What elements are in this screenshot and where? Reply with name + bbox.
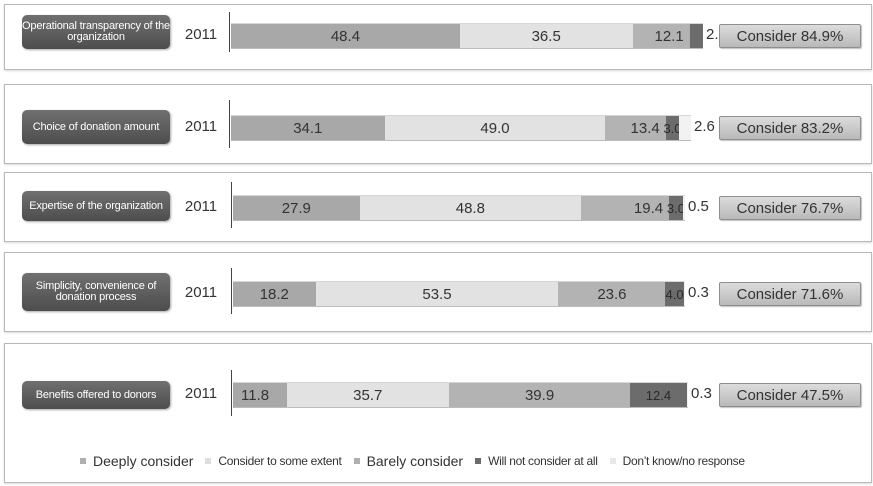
data-label: 0.5 bbox=[688, 198, 709, 215]
legend-swatch bbox=[205, 458, 212, 464]
stacked-bar: 27.9 48.8 19.4 3.0 bbox=[233, 195, 685, 221]
consider-total-badge: Consider 76.7% bbox=[719, 196, 861, 220]
stacked-bar: 11.8 35.7 39.9 12.4 bbox=[233, 382, 688, 408]
segment-consider-somewhat: 49.0 bbox=[384, 116, 606, 140]
legend-swatch bbox=[353, 458, 360, 464]
segment-deeply-consider: 34.1 bbox=[231, 116, 385, 140]
segment-will-not-consider: 3.0 bbox=[666, 196, 685, 220]
consider-total-badge: Consider 83.2% bbox=[719, 116, 861, 140]
segment-barely-consider: 13.4 bbox=[605, 116, 666, 140]
consider-total-badge: Consider 47.5% bbox=[719, 383, 861, 407]
data-label: 12.1 bbox=[654, 27, 684, 45]
legend-consider-somewhat: Consider to some extent bbox=[205, 454, 342, 468]
segment-deeply-consider: 18.2 bbox=[233, 282, 316, 306]
segment-dont-know bbox=[686, 383, 688, 407]
data-label: 0.3 bbox=[688, 284, 709, 301]
legend-dont-know: Don’t know/no response bbox=[609, 454, 745, 468]
data-label: 23.6 bbox=[597, 285, 627, 303]
legend-label: Deeply consider bbox=[93, 453, 194, 469]
data-label: 48.8 bbox=[455, 199, 485, 217]
row-category-label: Simplicity, convenience of donation proc… bbox=[22, 273, 170, 311]
segment-barely-consider: 12.1 bbox=[632, 24, 690, 48]
chart-legend: Deeply consider Consider to some extent Ba… bbox=[80, 450, 745, 472]
stacked-bar: 48.4 36.5 12.1 bbox=[231, 23, 703, 49]
legend-swatch bbox=[475, 458, 482, 464]
segment-will-not-consider: 3.0 bbox=[663, 116, 682, 140]
data-label: 3.0 bbox=[663, 120, 682, 136]
row-year-label: 2011 bbox=[184, 198, 218, 215]
row-category-label: Choice of donation amount bbox=[22, 110, 170, 144]
segment-will-not-consider: 12.4 bbox=[630, 383, 687, 407]
row-year-label: 2011 bbox=[184, 385, 218, 402]
row-year-label: 2011 bbox=[184, 118, 218, 135]
data-label: 0.3 bbox=[691, 385, 712, 402]
segment-will-not-consider: 4.0 bbox=[665, 282, 684, 306]
segment-dont-know bbox=[682, 196, 685, 220]
chart-row-panel bbox=[4, 343, 872, 483]
row-year-label: 2011 bbox=[184, 26, 218, 43]
stacked-bar: 34.1 49.0 13.4 3.0 bbox=[231, 115, 691, 141]
row-category-label: Benefits offered to donors bbox=[22, 381, 170, 409]
row-axis-line bbox=[229, 12, 230, 52]
data-label: 53.5 bbox=[422, 285, 452, 303]
data-label: 3.0 bbox=[666, 200, 685, 216]
segment-will-not-consider bbox=[689, 24, 703, 48]
data-label: 27.9 bbox=[281, 199, 311, 217]
segment-deeply-consider: 11.8 bbox=[233, 383, 287, 407]
row-axis-line bbox=[231, 182, 232, 228]
segment-deeply-consider: 48.4 bbox=[231, 24, 460, 48]
segment-dont-know bbox=[679, 116, 691, 140]
data-label: 34.1 bbox=[293, 119, 323, 137]
legend-swatch bbox=[80, 458, 86, 464]
row-year-label: 2011 bbox=[184, 284, 218, 301]
legend-label: Consider to some extent bbox=[218, 454, 342, 468]
segment-barely-consider: 39.9 bbox=[448, 383, 631, 407]
legend-will-not-consider: Will not consider at all bbox=[475, 454, 598, 468]
data-label: 48.4 bbox=[330, 27, 361, 45]
data-label: 49.0 bbox=[480, 119, 510, 137]
segment-dont-know bbox=[683, 282, 685, 306]
legend-barely-consider: Barely consider bbox=[353, 453, 464, 469]
data-label: 19.4 bbox=[633, 199, 664, 217]
consider-total-badge: Consider 71.6% bbox=[719, 282, 861, 306]
row-axis-line bbox=[231, 370, 232, 416]
data-label: 39.9 bbox=[524, 386, 555, 404]
segment-consider-somewhat: 53.5 bbox=[315, 282, 559, 306]
legend-label: Barely consider bbox=[366, 453, 464, 469]
data-label: 13.4 bbox=[630, 119, 660, 137]
row-axis-line bbox=[231, 268, 232, 314]
legend-label: Will not consider at all bbox=[488, 454, 598, 468]
data-label: 12.4 bbox=[645, 387, 672, 403]
legend-label: Don’t know/no response bbox=[622, 454, 745, 468]
segment-barely-consider: 19.4 bbox=[581, 196, 670, 220]
segment-deeply-consider: 27.9 bbox=[233, 196, 360, 220]
legend-swatch bbox=[609, 458, 616, 464]
data-label: 4.0 bbox=[665, 286, 684, 302]
segment-consider-somewhat: 48.8 bbox=[359, 196, 582, 220]
segment-consider-somewhat: 35.7 bbox=[286, 383, 449, 407]
data-label: 18.2 bbox=[259, 285, 289, 303]
segment-consider-somewhat: 36.5 bbox=[459, 24, 633, 48]
row-category-label: Expertise of the organization bbox=[22, 191, 170, 221]
data-label: 2.6 bbox=[694, 118, 715, 135]
row-category-label: Operational transparency of the organiza… bbox=[22, 15, 170, 49]
row-axis-line bbox=[229, 100, 230, 148]
consider-total-badge: Consider 84.9% bbox=[719, 24, 861, 48]
segment-barely-consider: 23.6 bbox=[558, 282, 666, 306]
data-label: 35.7 bbox=[353, 386, 383, 404]
legend-deeply-consider: Deeply consider bbox=[80, 453, 193, 469]
data-label: 36.5 bbox=[531, 27, 561, 45]
stacked-bar: 18.2 53.5 23.6 4.0 bbox=[233, 281, 685, 307]
data-label: 11.8 bbox=[241, 386, 270, 404]
